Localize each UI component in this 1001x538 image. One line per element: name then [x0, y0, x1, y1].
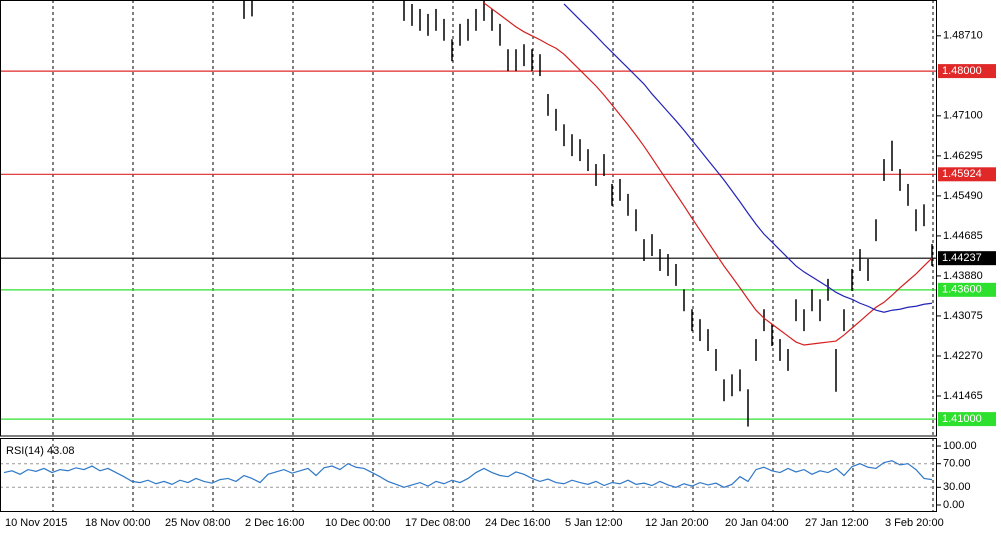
price-panel: [0, 0, 937, 427]
rsi-line: [3, 460, 933, 488]
x-tick-label: 20 Jan 04:00: [725, 517, 789, 529]
axes: 10 Nov 2015 18 Nov 00:00 25 Nov 08:00 2 Dec…: [5, 30, 996, 529]
x-tick-label: 10 Dec 00:00: [325, 517, 390, 529]
y-tick-label: 70.00: [943, 458, 971, 470]
y-tick-label: 100.00: [943, 440, 977, 452]
grid: [52, 0, 934, 512]
x-tick-label: 27 Jan 12:00: [805, 517, 869, 529]
y-tick-label: 1.41465: [943, 390, 983, 402]
y-tick-label: 1.43880: [943, 270, 983, 282]
y-tick-label: 1.42270: [943, 350, 983, 362]
x-tick-label: 17 Dec 08:00: [405, 517, 470, 529]
level-label: 1.48000: [942, 65, 982, 77]
rsi-panel: [0, 460, 937, 488]
price-frame: [0, 0, 937, 437]
x-tick-label: 25 Nov 08:00: [165, 517, 230, 529]
level-label: 1.45924: [942, 168, 982, 180]
level-label-bg: [938, 64, 996, 79]
y-tick-label: 1.43075: [943, 310, 983, 322]
moving-average: [483, 2, 933, 346]
rsi-frame: [0, 438, 937, 512]
y-tick-label: 1.46295: [943, 150, 983, 162]
level-label: 1.44237: [942, 252, 982, 264]
x-tick-label: 18 Nov 00:00: [85, 517, 150, 529]
x-tick-label: 10 Nov 2015: [5, 517, 67, 529]
y-tick-label: 1.44685: [943, 230, 983, 242]
level-label: 1.43600: [942, 284, 982, 296]
level-label-bg: [938, 282, 996, 297]
level-label-bg: [938, 167, 996, 182]
x-tick-label: 12 Jan 20:00: [645, 517, 709, 529]
x-tick-label: 5 Jan 12:00: [565, 517, 623, 529]
level-label-bg: [938, 412, 996, 427]
moving-average: [563, 3, 933, 313]
x-tick-label: 2 Dec 16:00: [245, 517, 304, 529]
x-tick-label: 3 Feb 20:00: [885, 517, 944, 529]
rsi-title: RSI(14) 43.08: [6, 445, 74, 457]
y-tick-label: 30.00: [943, 481, 971, 493]
y-tick-label: 0.00: [943, 499, 964, 511]
y-tick-label: 1.48710: [943, 30, 983, 42]
level-label-bg: [938, 251, 996, 266]
y-tick-label: 1.45490: [943, 190, 983, 202]
x-tick-label: 24 Dec 16:00: [485, 517, 550, 529]
level-label: 1.41000: [942, 413, 982, 425]
y-tick-label: 1.47100: [943, 110, 983, 122]
